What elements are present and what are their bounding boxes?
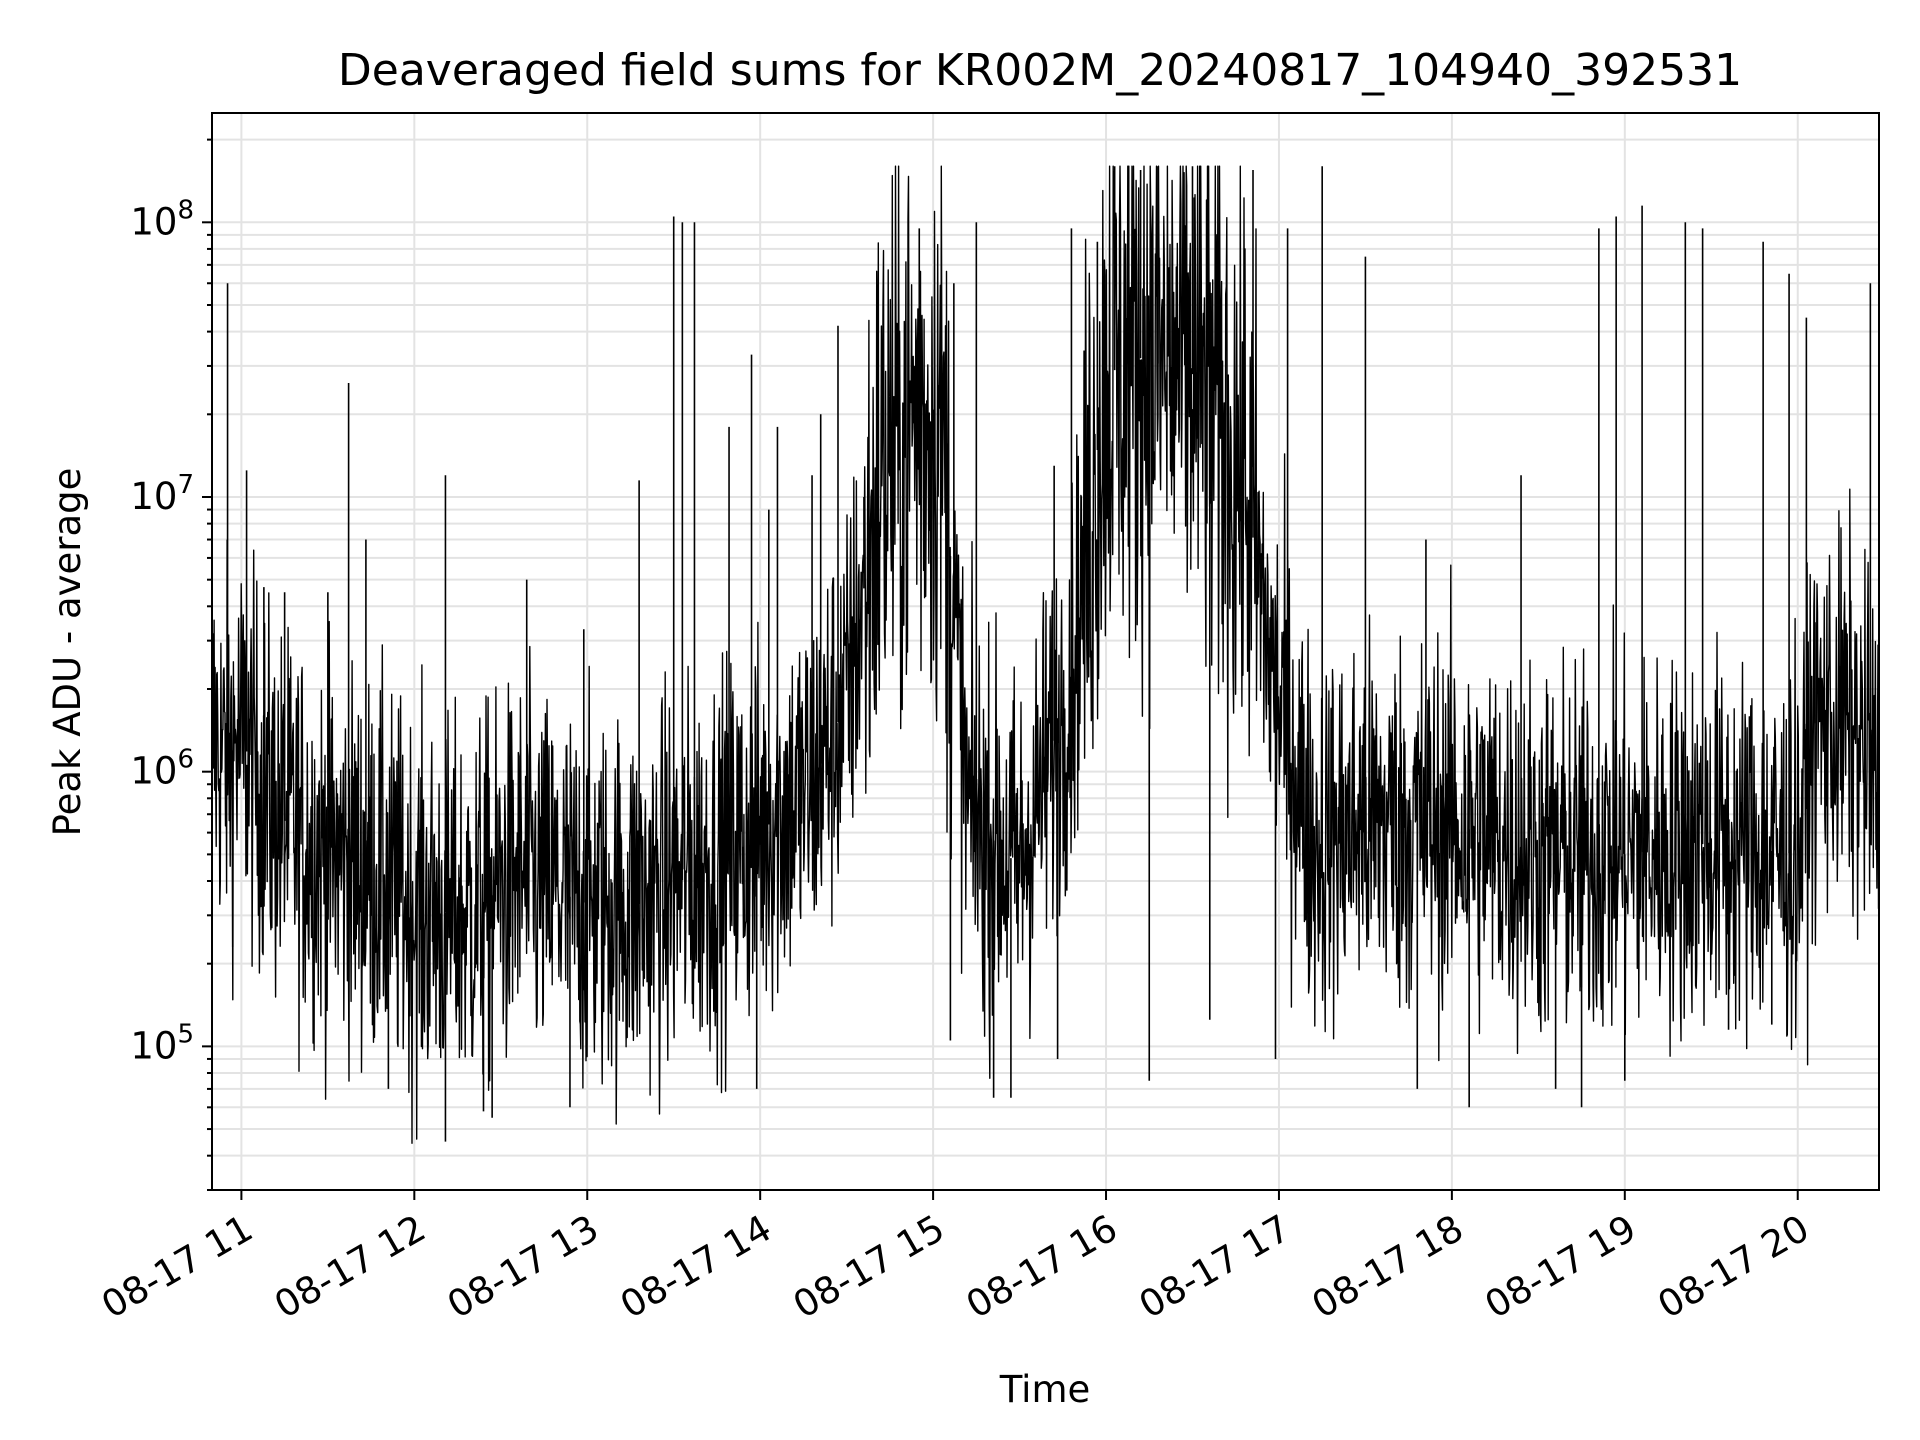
- y-axis-label: Peak ADU - average: [46, 468, 89, 837]
- y-tick-label: 106: [130, 745, 194, 793]
- y-tick-label: 105: [130, 1019, 194, 1067]
- y-axis: 105 106 107 108: [130, 138, 212, 1191]
- y-tick-label: 107: [130, 470, 194, 518]
- y-tick-label: 108: [130, 195, 194, 243]
- series-line: [211, 165, 1880, 1145]
- plot-area: [211, 165, 1880, 1145]
- x-axis-label: Time: [999, 1368, 1091, 1411]
- chart-title: Deaveraged field sums for KR002M_2024081…: [338, 45, 1742, 96]
- plot-frame: [211, 112, 1880, 1191]
